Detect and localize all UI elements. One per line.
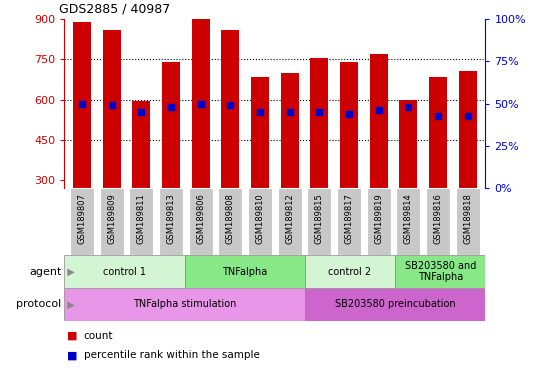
Text: GSM189815: GSM189815 — [315, 194, 324, 244]
Text: count: count — [84, 331, 113, 341]
Bar — [310, 58, 328, 188]
FancyBboxPatch shape — [185, 255, 305, 288]
Text: GSM189810: GSM189810 — [256, 194, 264, 244]
Bar — [370, 54, 388, 188]
Text: GSM189817: GSM189817 — [344, 194, 353, 244]
Text: percentile rank within the sample: percentile rank within the sample — [84, 350, 259, 360]
Bar — [400, 100, 417, 188]
FancyBboxPatch shape — [396, 188, 420, 255]
FancyBboxPatch shape — [100, 188, 123, 255]
Text: GSM189818: GSM189818 — [463, 194, 472, 244]
FancyBboxPatch shape — [70, 188, 94, 255]
Bar — [251, 77, 269, 188]
Bar — [162, 62, 180, 188]
Text: GDS2885 / 40987: GDS2885 / 40987 — [59, 2, 170, 15]
Text: control 1: control 1 — [103, 266, 146, 277]
Text: GSM189809: GSM189809 — [107, 194, 116, 244]
FancyBboxPatch shape — [248, 188, 272, 255]
Text: GSM189811: GSM189811 — [137, 194, 146, 244]
Bar — [132, 101, 150, 188]
Text: GSM189808: GSM189808 — [226, 194, 235, 244]
FancyBboxPatch shape — [307, 188, 331, 255]
Bar — [222, 30, 239, 188]
Text: GSM189814: GSM189814 — [404, 194, 413, 244]
Bar — [281, 73, 299, 188]
FancyBboxPatch shape — [64, 255, 185, 288]
Text: protocol: protocol — [16, 299, 61, 310]
Text: GSM189807: GSM189807 — [78, 194, 86, 244]
FancyBboxPatch shape — [426, 188, 450, 255]
Text: ■: ■ — [67, 331, 78, 341]
FancyBboxPatch shape — [159, 188, 183, 255]
Text: GSM189816: GSM189816 — [434, 194, 442, 244]
Text: control 2: control 2 — [329, 266, 372, 277]
FancyBboxPatch shape — [456, 188, 479, 255]
Text: GSM189806: GSM189806 — [196, 194, 205, 244]
Text: SB203580 preincubation: SB203580 preincubation — [335, 299, 455, 310]
FancyBboxPatch shape — [278, 188, 301, 255]
Text: TNFalpha: TNFalpha — [222, 266, 267, 277]
FancyBboxPatch shape — [395, 255, 485, 288]
Bar — [73, 22, 91, 188]
FancyBboxPatch shape — [305, 288, 485, 321]
FancyBboxPatch shape — [189, 188, 213, 255]
Text: GSM189813: GSM189813 — [166, 194, 175, 244]
Bar — [459, 71, 477, 188]
Bar — [192, 0, 210, 188]
FancyBboxPatch shape — [218, 188, 242, 255]
FancyBboxPatch shape — [367, 188, 391, 255]
Bar — [340, 62, 358, 188]
Text: ■: ■ — [67, 350, 78, 360]
FancyBboxPatch shape — [337, 188, 361, 255]
Bar — [429, 77, 447, 188]
Text: agent: agent — [29, 266, 61, 277]
FancyBboxPatch shape — [129, 188, 153, 255]
FancyBboxPatch shape — [305, 255, 395, 288]
Text: ▶: ▶ — [61, 299, 75, 310]
Text: GSM189819: GSM189819 — [374, 194, 383, 244]
Text: TNFalpha stimulation: TNFalpha stimulation — [133, 299, 236, 310]
Text: SB203580 and
TNFalpha: SB203580 and TNFalpha — [405, 261, 476, 283]
Text: ▶: ▶ — [61, 266, 75, 277]
FancyBboxPatch shape — [64, 288, 305, 321]
Bar — [103, 30, 121, 188]
Text: GSM189812: GSM189812 — [285, 194, 294, 244]
